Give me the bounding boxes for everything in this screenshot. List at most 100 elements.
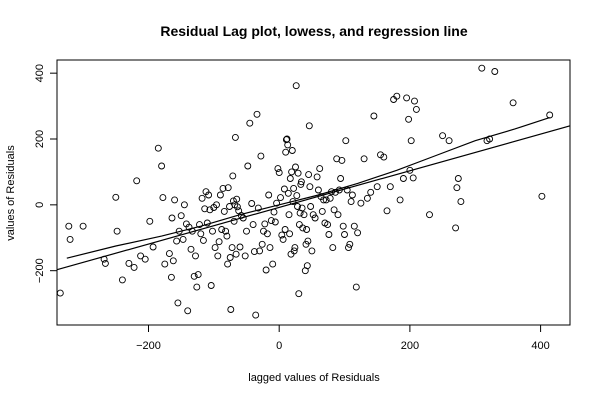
data-point — [235, 207, 243, 215]
data-point — [175, 227, 183, 235]
data-point — [165, 250, 173, 258]
data-point — [294, 203, 301, 210]
data-point — [457, 198, 465, 206]
data-point — [324, 221, 332, 229]
data-point — [290, 184, 298, 192]
data-point — [412, 105, 420, 113]
data-point — [306, 183, 314, 191]
data-point — [341, 231, 348, 238]
data-point — [338, 156, 346, 164]
data-point — [273, 199, 281, 207]
data-point — [179, 235, 187, 243]
data-point — [335, 186, 343, 194]
data-point — [224, 260, 232, 268]
data-point — [538, 192, 546, 200]
data-point — [305, 122, 313, 130]
data-point — [168, 214, 176, 222]
data-point — [478, 64, 486, 72]
data-point — [282, 136, 290, 144]
data-point — [278, 231, 286, 239]
x-tick-label: 400 — [531, 340, 549, 352]
data-point — [173, 237, 181, 245]
data-point — [125, 259, 133, 267]
data-point — [239, 214, 247, 222]
data-point — [325, 231, 333, 238]
data-point — [118, 276, 126, 284]
data-point — [399, 175, 407, 182]
data-point — [326, 194, 334, 202]
x-tick-label: 0 — [276, 340, 282, 352]
data-point — [100, 255, 108, 263]
data-point — [257, 152, 265, 160]
data-point — [320, 196, 328, 204]
data-point — [454, 175, 462, 182]
data-point — [169, 257, 177, 265]
data-point — [171, 196, 179, 204]
data-point — [269, 260, 277, 268]
data-point — [265, 191, 273, 199]
data-point — [270, 208, 278, 216]
data-point — [300, 211, 308, 219]
data-point — [214, 252, 222, 260]
data-point — [113, 227, 121, 235]
data-point — [293, 192, 301, 200]
data-point — [285, 211, 293, 219]
data-point — [258, 240, 266, 248]
chart-title: Residual Lag plot, lowess, and regressio… — [160, 23, 468, 39]
data-point — [274, 165, 282, 173]
data-point — [249, 221, 257, 229]
data-point — [220, 207, 228, 215]
data-point — [112, 193, 120, 201]
data-point — [267, 217, 275, 225]
data-point — [292, 163, 299, 171]
data-point — [230, 217, 238, 225]
data-point — [66, 235, 74, 243]
data-point — [158, 162, 166, 170]
data-point — [407, 137, 415, 145]
data-point — [266, 244, 274, 252]
data-point — [279, 235, 287, 243]
data-point — [229, 172, 237, 180]
data-point — [411, 97, 418, 105]
data-points — [56, 64, 554, 319]
data-point — [309, 211, 317, 219]
data-point — [294, 169, 302, 177]
data-point — [439, 132, 447, 140]
data-point — [345, 244, 352, 252]
data-point — [196, 221, 203, 229]
data-point — [224, 184, 232, 192]
data-point — [213, 201, 220, 209]
data-point — [426, 211, 433, 219]
data-point — [167, 273, 175, 281]
data-point — [236, 243, 244, 251]
data-point — [65, 222, 73, 230]
data-point — [233, 203, 241, 211]
data-point — [396, 196, 404, 204]
data-point — [343, 186, 351, 194]
data-point — [284, 189, 292, 197]
data-point — [288, 168, 296, 176]
data-point — [223, 232, 231, 240]
data-point — [452, 224, 460, 232]
data-point — [203, 219, 211, 227]
data-point — [141, 255, 149, 263]
data-point — [292, 82, 300, 90]
x-axis-label: lagged values of Residuals — [248, 372, 380, 384]
data-point — [161, 260, 169, 268]
data-point — [445, 137, 453, 145]
data-point — [350, 222, 358, 230]
data-point — [188, 227, 196, 235]
data-point — [346, 240, 354, 248]
data-point — [184, 307, 192, 315]
lowess-curve — [66, 117, 550, 259]
data-point — [360, 155, 368, 163]
lowess-path — [66, 117, 550, 259]
data-point — [453, 184, 461, 192]
data-point — [303, 262, 311, 270]
data-point — [209, 227, 216, 235]
data-point — [154, 144, 162, 152]
data-point — [290, 247, 298, 255]
data-point — [357, 199, 365, 207]
data-point — [206, 206, 214, 214]
data-point — [393, 92, 401, 100]
